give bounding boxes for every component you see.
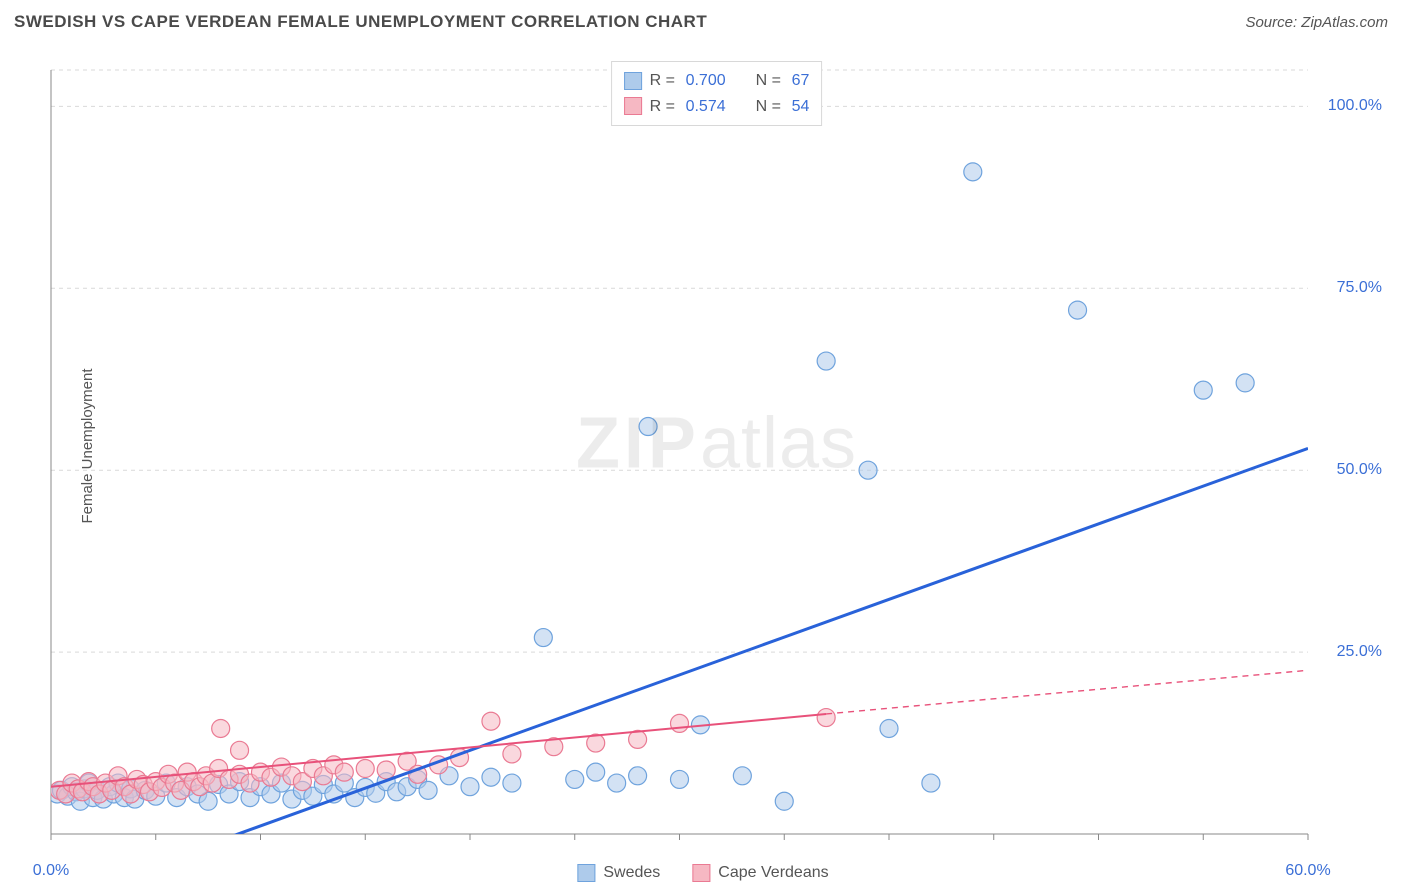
n-label: N =	[756, 94, 784, 120]
r-value-capeverdeans: 0.574	[686, 94, 726, 120]
scatter-chart	[45, 58, 1388, 852]
swatch-swedes	[624, 72, 642, 90]
legend-item-capeverdeans: Cape Verdeans	[692, 864, 828, 882]
x-tick-label: 0.0%	[33, 862, 69, 880]
x-tick-label: 60.0%	[1285, 862, 1330, 880]
n-value-capeverdeans: 54	[792, 94, 810, 120]
chart-title: SWEDISH VS CAPE VERDEAN FEMALE UNEMPLOYM…	[14, 12, 707, 32]
swatch-swedes-icon	[577, 864, 595, 882]
legend-row-swedes: R = 0.700 N = 67	[624, 68, 810, 94]
y-tick-label: 100.0%	[1328, 97, 1382, 115]
legend-label-capeverdeans: Cape Verdeans	[718, 864, 828, 882]
r-label: R =	[650, 94, 678, 120]
r-label: R =	[650, 68, 678, 94]
legend-label-swedes: Swedes	[603, 864, 660, 882]
n-label: N =	[756, 68, 784, 94]
n-value-swedes: 67	[792, 68, 810, 94]
source-attribution: Source: ZipAtlas.com	[1245, 14, 1388, 31]
plot-area: ZIPatlas R = 0.700 N = 67 R = 0.574 N = …	[45, 58, 1388, 852]
legend-item-swedes: Swedes	[577, 864, 660, 882]
y-tick-label: 75.0%	[1337, 279, 1382, 297]
series-legend: Swedes Cape Verdeans	[577, 864, 828, 882]
swatch-capeverdeans	[624, 97, 642, 115]
legend-row-capeverdeans: R = 0.574 N = 54	[624, 94, 810, 120]
correlation-legend: R = 0.700 N = 67 R = 0.574 N = 54	[611, 61, 823, 126]
y-tick-label: 25.0%	[1337, 643, 1382, 661]
y-tick-label: 50.0%	[1337, 461, 1382, 479]
r-value-swedes: 0.700	[686, 68, 726, 94]
swatch-capeverdeans-icon	[692, 864, 710, 882]
